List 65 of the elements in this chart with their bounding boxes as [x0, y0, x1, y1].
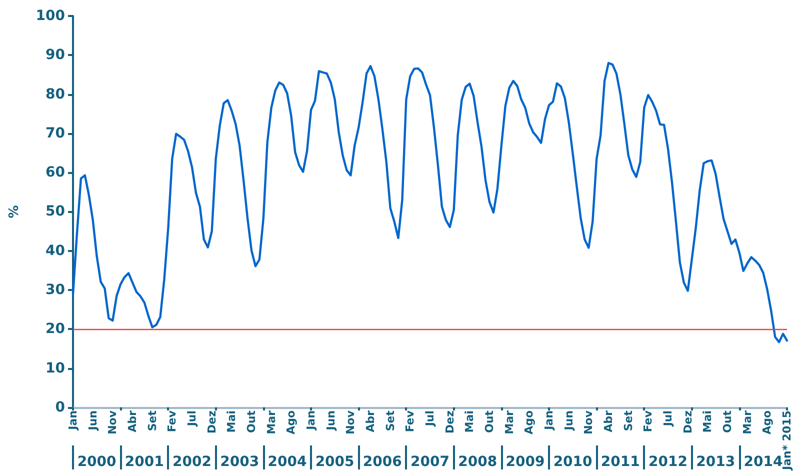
x-tick-label: Mai	[701, 410, 714, 433]
x-tick-label: Dez	[205, 410, 218, 434]
x-tick-label: Ago	[522, 410, 536, 434]
text: 2008	[458, 454, 498, 470]
x-tick-label: Fev	[642, 410, 655, 432]
y-tick-label: 90	[46, 47, 66, 64]
x-tick-label: Nov	[582, 410, 596, 434]
x-tick-label: Jul	[186, 410, 198, 428]
text: 2003	[220, 454, 260, 470]
text: 2012	[648, 454, 688, 470]
x-tick-label: Ago	[760, 410, 774, 434]
x-tick-label: Jun	[86, 410, 100, 432]
x-tick-label: Abr	[602, 410, 615, 432]
x-tick-label: Jun	[562, 410, 576, 432]
x-tick-label: Mai	[225, 410, 238, 433]
x-tick-label: Dez	[681, 410, 694, 434]
x-tick-label: Out	[483, 410, 496, 433]
text: 2013	[696, 454, 736, 470]
y-tick-label: 60	[46, 164, 66, 181]
x-tick-label: Jan	[542, 410, 556, 431]
y-tick-label: 10	[46, 360, 66, 376]
x-tick-label: Fev	[404, 410, 417, 432]
x-tick-label: Mar	[264, 410, 278, 434]
x-tick-label: Nov	[106, 410, 120, 434]
x-tick-label: Set	[146, 410, 159, 432]
x-tick-label: Out	[721, 410, 734, 433]
x-tick-label: Jul	[662, 410, 674, 428]
x-tick-label: Jan	[304, 410, 318, 431]
x-tick-label: Jan* 2015	[780, 410, 794, 472]
y-tick-label: 100	[36, 8, 66, 24]
x-tick-label: Ago	[284, 410, 298, 434]
y-tick-label: 20	[46, 321, 66, 338]
x-tick-label: Mar	[502, 410, 516, 434]
text: 2006	[362, 454, 402, 470]
x-tick-label: Set	[622, 410, 635, 432]
text: 2004	[268, 454, 307, 470]
y-tick-label: 70	[46, 125, 66, 142]
text: 2001	[124, 454, 164, 470]
x-tick-label: Mar	[740, 410, 754, 434]
x-tick-label: Jun	[324, 410, 338, 432]
x-tick-label: Set	[384, 410, 397, 432]
x-tick-label: Mai	[463, 410, 476, 433]
y-tick-label: 80	[46, 86, 66, 102]
x-tick-label: Abr	[364, 410, 377, 432]
y-tick-label: 50	[46, 204, 66, 220]
text: 2011	[600, 454, 640, 470]
text: 2007	[410, 454, 450, 470]
text: 2009	[506, 454, 545, 470]
text: 2014	[744, 454, 783, 470]
x-tick-label: Abr	[126, 410, 139, 432]
x-tick-label: Out	[245, 410, 258, 433]
y-tick-label: 30	[46, 282, 66, 298]
text: 2005	[315, 454, 354, 470]
line-series	[72, 62, 788, 344]
x-tick-label: Jul	[424, 410, 436, 428]
text: 2002	[172, 454, 212, 470]
text: 2000	[77, 454, 117, 470]
x-tick-label: Nov	[344, 410, 358, 434]
y-tick-label: 40	[46, 242, 66, 259]
y-axis-title: %	[7, 205, 22, 218]
y-tick-label: 0	[55, 399, 66, 416]
x-tick-label: Dez	[443, 410, 456, 434]
text: 2010	[553, 454, 593, 470]
x-tick-label: Jan	[66, 410, 80, 431]
x-tick-label: Fev	[166, 410, 179, 432]
